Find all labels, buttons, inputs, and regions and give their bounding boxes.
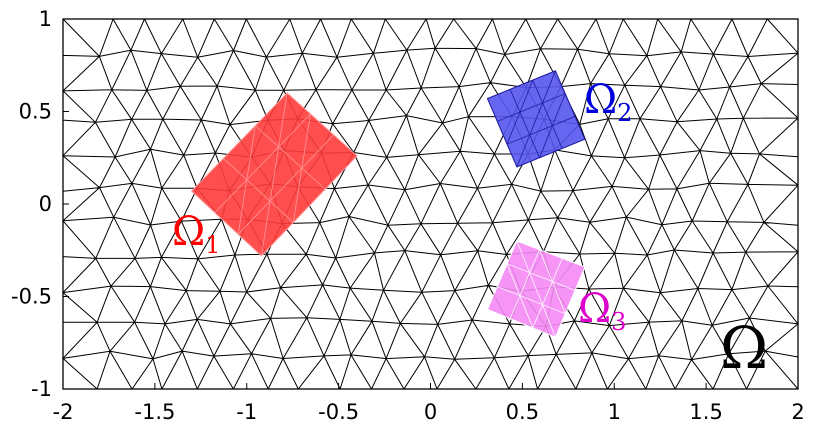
y-tick-label: 0.5	[19, 100, 52, 124]
subdomain-layer	[190, 70, 586, 338]
mesh-edges	[62, 18, 799, 390]
omega-1-region	[190, 92, 358, 257]
x-tick-label: 0.5	[506, 400, 539, 424]
omega-2-region	[486, 70, 586, 168]
omega-2-label: Ω2	[584, 77, 632, 127]
y-tick-label: -1	[31, 377, 52, 401]
x-tick-label: 1	[608, 400, 621, 424]
omega-2-mesh	[497, 70, 576, 168]
x-tick-label: 2	[791, 400, 804, 424]
omega-3-mesh	[497, 240, 576, 338]
x-tick-label: 1.5	[689, 400, 722, 424]
x-tick-label: 0	[424, 400, 437, 424]
omega-1-mesh	[214, 92, 335, 256]
omega-3-region	[486, 240, 586, 338]
x-tick-label: -1	[236, 400, 257, 424]
domain-label: Ω	[720, 314, 768, 382]
x-tick-label: -2	[53, 400, 74, 424]
omega-3-label: Ω3	[578, 286, 626, 336]
mesh-layer	[62, 18, 799, 390]
region-labels: Ω1 Ω2 Ω3 Ω	[172, 77, 768, 382]
y-tick-label: 1	[39, 7, 52, 31]
y-tick-label: 0	[39, 192, 52, 216]
omega-1-label: Ω1	[172, 209, 220, 259]
axes: -2 -1.5 -1 -0.5 0 0.5 1 1.5 2 1 0.5 0 -0.5 -1	[11, 7, 805, 424]
y-tick-label: -0.5	[11, 285, 52, 309]
x-tick-label: -0.5	[318, 400, 359, 424]
x-tick-label: -1.5	[134, 400, 175, 424]
